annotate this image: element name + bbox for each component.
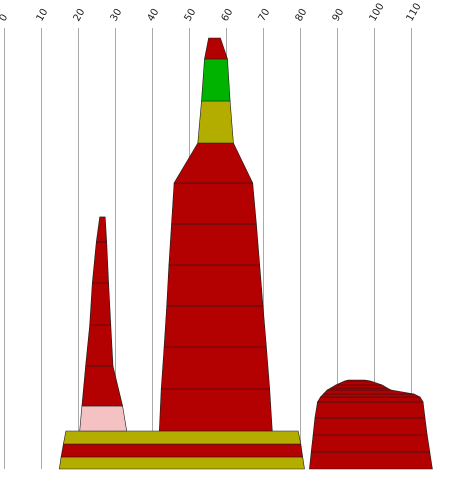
- x-tick-label-90: 90: [331, 7, 347, 24]
- band-3-10: [344, 379, 371, 382]
- x-tick-label-60: 60: [220, 7, 236, 24]
- shape-0: [58, 430, 305, 470]
- band-2-9: [204, 37, 228, 60]
- x-tick-label-0: 0: [0, 12, 10, 23]
- band-3-2: [312, 417, 428, 436]
- band-2-7: [197, 100, 234, 144]
- x-tick-label-50: 50: [183, 7, 199, 24]
- band-1-0: [79, 405, 128, 432]
- x-tick-label-100: 100: [368, 1, 387, 23]
- shape-2: [158, 37, 273, 432]
- band-1-2: [85, 324, 114, 367]
- band-2-3: [166, 264, 264, 307]
- tick-label-layer: 0 10 20 30 40 50 60 70 80 90 100 110: [0, 1, 424, 23]
- band-2-8: [201, 58, 231, 102]
- band-3-0: [309, 451, 433, 470]
- band-0-0: [58, 456, 305, 470]
- band-1-3: [89, 282, 112, 326]
- band-1-1: [81, 365, 123, 407]
- x-tick-label-40: 40: [146, 7, 162, 24]
- x-tick-label-30: 30: [109, 7, 125, 24]
- band-0-2: [63, 430, 302, 445]
- band-3-8: [329, 384, 389, 389]
- band-3-1: [310, 434, 431, 453]
- band-3-4: [316, 396, 424, 403]
- band-3-9: [335, 380, 383, 386]
- band-3-6: [322, 389, 415, 395]
- band-1-4: [91, 241, 109, 284]
- shape-1: [79, 216, 128, 432]
- band-2-4: [168, 223, 261, 266]
- band-0-1: [60, 443, 304, 458]
- band-3-3: [314, 401, 426, 419]
- band-2-0: [158, 388, 273, 432]
- x-tick-label-10: 10: [35, 7, 51, 24]
- band-1-5: [95, 216, 108, 243]
- band-2-6: [173, 142, 254, 184]
- band-2-2: [163, 305, 267, 348]
- x-tick-label-70: 70: [257, 7, 273, 24]
- x-tick-label-110: 110: [405, 1, 424, 23]
- shape-layer: [58, 37, 433, 470]
- shape-3: [309, 379, 433, 470]
- band-2-1: [160, 346, 271, 390]
- band-2-5: [171, 182, 257, 225]
- band-3-5: [319, 393, 421, 398]
- x-tick-label-20: 20: [72, 7, 88, 24]
- x-tick-label-80: 80: [294, 7, 310, 24]
